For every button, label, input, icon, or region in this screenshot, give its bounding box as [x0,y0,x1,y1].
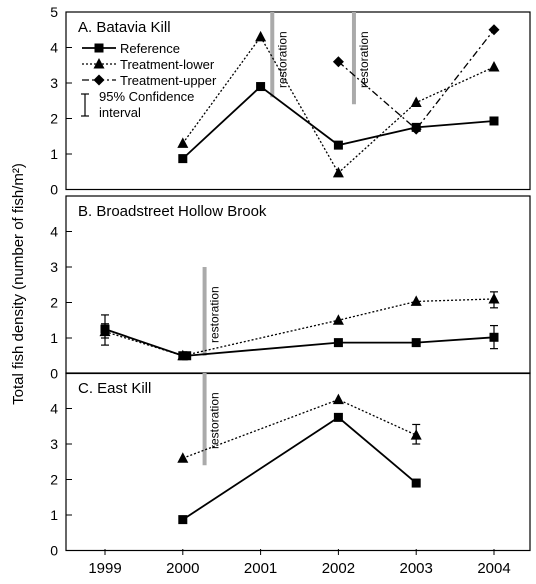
y-tick-label: 4 [50,40,58,56]
legend-marker [93,58,105,69]
legend-marker [93,74,105,86]
restoration-label: restoration [357,31,371,88]
x-tick-label: 2004 [477,560,510,577]
data-point [489,116,499,126]
y-axis-label: Total fish density (number of fish/m²) [10,163,27,405]
data-point [332,314,344,325]
panel-title: C. East Kill [78,380,151,397]
y-tick-label: 1 [50,330,58,346]
series-treatment-lower [99,291,500,361]
data-point [411,338,421,348]
data-point [332,166,344,178]
panel-title: B. Broadstreet Hollow Brook [78,203,267,220]
legend-marker [94,43,104,53]
panel-0: 0 1 2 3 4 5 A. Batavia Kill restoration restorat… [50,4,531,198]
panel-1: 0 1 2 3 4 B. Broadstreet Hollow Brook restorat… [50,195,531,382]
data-point [410,295,422,306]
y-tick-label: 1 [50,507,58,523]
data-point [256,82,266,92]
data-point [488,61,500,72]
x-tick-label: 1999 [88,560,121,577]
y-tick-label: 3 [50,75,58,91]
legend-ci-label: 95% Confidence [99,89,194,104]
data-point [178,515,188,525]
series-line [104,298,495,357]
panel-frame [65,372,531,552]
panel-2: 0 1 2 3 4 C. East Kill restoration [50,372,531,559]
series-reference [178,82,499,164]
series-treatment-lower [177,393,422,463]
y-tick-label: 0 [50,182,58,198]
y-tick-label: 4 [50,401,58,417]
data-point [333,338,343,348]
x-tick-label: 2002 [322,560,355,577]
restoration-label: restoration [208,286,222,343]
y-tick-label: 2 [50,111,58,127]
x-tick-label: 2003 [400,560,433,577]
data-point [99,325,111,337]
y-tick-label: 3 [50,436,58,452]
data-point [178,154,188,164]
legend-label: Treatment-lower [120,57,215,72]
data-point [332,393,344,405]
restoration-label: restoration [275,31,289,88]
y-tick-label: 4 [50,224,58,240]
y-tick-label: 2 [50,472,58,488]
data-point [333,412,343,422]
x-axis: 1999 2000 2001 2002 2003 2004 [88,549,511,577]
x-tick-label: 2000 [166,560,199,577]
data-point [488,292,500,304]
data-point [410,96,422,108]
y-axis-label-group: Total fish density (number of fish/m²) [10,163,27,405]
restoration-label: restoration [208,392,222,449]
panels: 0 1 2 3 4 5 A. Batavia Kill restoration restorat… [50,4,531,559]
data-point [410,429,422,440]
legend-label: Treatment-upper [120,73,217,88]
series-line [104,328,495,357]
legend-ci-label: interval [99,105,141,120]
series-reference [178,412,421,525]
panel-frame [65,11,531,191]
legend-label: Reference [120,41,180,56]
y-tick-label: 1 [50,146,58,162]
series-treatment-upper [332,24,500,135]
data-point [411,478,421,488]
data-point [177,349,189,361]
series-treatment-lower [177,30,500,178]
data-point [177,137,189,148]
series-line [337,29,495,131]
data-point [489,332,499,342]
y-tick-label: 5 [50,4,58,20]
data-point [332,56,344,68]
legend: ReferenceTreatment-lowerTreatment-upper9… [81,41,217,120]
data-point [488,24,500,36]
data-point [333,140,343,150]
x-tick-label: 2001 [244,560,277,577]
data-point [255,30,267,42]
y-tick-label: 3 [50,259,58,275]
data-point [177,452,189,463]
data-point [182,351,192,361]
y-tick-label: 2 [50,295,58,311]
y-tick-label: 0 [50,543,58,559]
panel-title: A. Batavia Kill [78,19,171,36]
y-tick-label: 0 [50,366,58,382]
data-point [410,123,422,135]
series-reference [100,314,499,361]
